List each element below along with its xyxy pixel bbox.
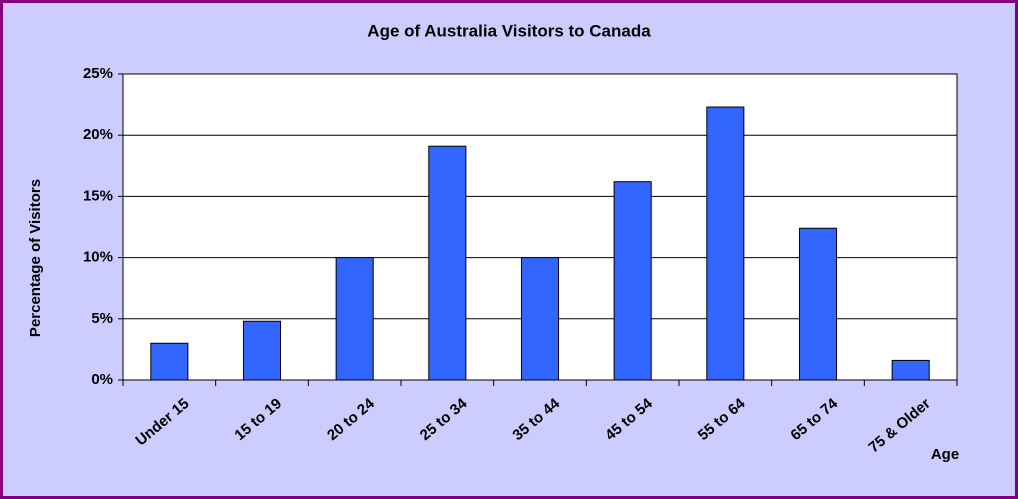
y-tick-label: 15%: [83, 187, 113, 204]
bar: [242, 320, 282, 381]
bar: [520, 257, 560, 381]
y-tick-label: 25%: [83, 65, 113, 82]
bar: [428, 145, 467, 381]
y-tick-label: 5%: [91, 310, 113, 327]
y-tick-label: 20%: [83, 126, 113, 143]
bar: [891, 359, 930, 381]
x-axis-label: Age: [931, 446, 959, 463]
bar: [798, 227, 838, 381]
bar: [706, 106, 745, 381]
y-tick-label: 10%: [83, 249, 113, 266]
bar: [335, 257, 374, 381]
y-axis-label: Percentage of Visitors: [27, 179, 44, 337]
bar: [150, 342, 189, 381]
y-tick-label: 0%: [91, 371, 113, 388]
chart-title: Age of Australia Visitors to Canada: [367, 21, 651, 40]
bar: [613, 181, 652, 381]
